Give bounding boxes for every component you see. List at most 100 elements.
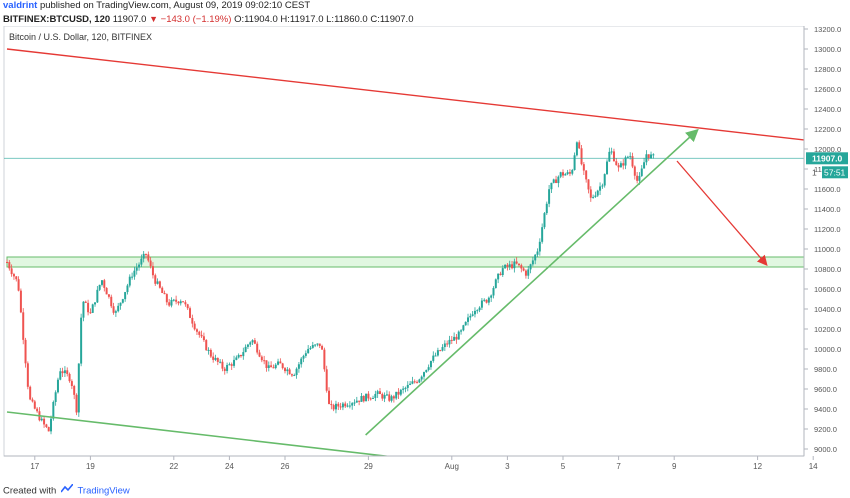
time-tick-label: 17 — [30, 462, 39, 471]
candle-body — [311, 345, 314, 348]
lower-support-trendline[interactable] — [6, 411, 393, 457]
candle-body — [337, 403, 340, 407]
candle-body — [321, 346, 324, 350]
candle-body — [258, 352, 261, 357]
candle-body — [378, 391, 381, 395]
candle-body — [98, 284, 101, 290]
candle-body — [418, 379, 421, 383]
candle-body — [112, 306, 115, 313]
candle-body — [172, 299, 175, 301]
candle-body — [568, 172, 571, 174]
candle-body — [314, 344, 317, 346]
candle-body — [476, 310, 479, 312]
time-tick-label: Aug — [445, 462, 459, 471]
candle-body — [124, 292, 127, 300]
candle-body — [624, 157, 627, 166]
time-tick-label: 22 — [169, 462, 178, 471]
candle-body — [469, 315, 472, 318]
candle-body — [233, 359, 236, 366]
time-tick-label: 26 — [281, 462, 290, 471]
candle-body — [358, 400, 361, 402]
candle-body — [557, 176, 560, 184]
candle-body — [24, 339, 27, 364]
candle-body — [244, 346, 247, 353]
candle-body — [531, 260, 534, 265]
candle-body — [80, 317, 83, 364]
time-axis[interactable]: 17 19 22 24 26 29 Aug 3 5 7 9 12 14 — [4, 455, 818, 471]
candle-body — [70, 381, 73, 386]
candle-body — [501, 268, 504, 276]
candle-body — [524, 270, 527, 276]
candle-body — [297, 364, 300, 369]
candle-body — [339, 406, 342, 408]
candle-body — [529, 264, 532, 270]
author-link[interactable]: valdrint — [3, 0, 38, 11]
candle-body — [140, 258, 143, 265]
candle-body — [346, 405, 349, 407]
candle-body — [425, 369, 428, 373]
candle-body — [455, 336, 458, 340]
candle-body — [559, 172, 562, 177]
candle-body — [135, 267, 138, 271]
candle-body — [541, 227, 544, 242]
candle-body — [589, 189, 592, 198]
ascending-support-trendline[interactable] — [365, 128, 699, 436]
candle-body — [179, 301, 182, 304]
candle-body — [307, 348, 310, 354]
candle-body — [43, 418, 46, 425]
candle-body — [246, 344, 249, 347]
candle-body — [508, 264, 511, 267]
candle-body — [59, 371, 62, 380]
candle-body — [369, 398, 372, 400]
candle-body — [580, 148, 583, 165]
candle-body — [334, 403, 337, 410]
candle-body — [504, 264, 507, 269]
candle-body — [209, 349, 212, 357]
candle-body — [492, 288, 495, 296]
price-tick-label: 12600.0 — [814, 85, 841, 94]
price-change: −143.0 (−1.19%) — [160, 14, 232, 25]
candle-body — [147, 254, 150, 261]
candle-body — [235, 357, 238, 360]
candle-body — [545, 203, 548, 214]
candle-body — [189, 308, 192, 318]
chart-header: valdrint published on TradingView.com, A… — [0, 0, 850, 26]
candle-body — [29, 386, 32, 400]
candle-body — [84, 301, 87, 303]
candle-body — [253, 340, 256, 344]
candle-body — [117, 305, 120, 312]
candle-body — [436, 350, 439, 356]
candle-body — [96, 289, 99, 303]
candle-body — [619, 163, 622, 168]
candle-body — [212, 356, 215, 360]
chart-area[interactable]: Bitcoin / U.S. Dollar, 120, BITFINEX 900… — [0, 26, 850, 483]
candle-body — [265, 360, 268, 368]
candle-body — [353, 402, 356, 404]
tradingview-brand-link[interactable]: TradingView — [77, 485, 130, 497]
candle-body — [223, 368, 226, 371]
symbol-info: BITFINEX:BTCUSD, 120 11907.0 ▼ −143.0 (−… — [3, 13, 413, 26]
candle-body — [293, 375, 296, 377]
candle-body — [295, 368, 298, 376]
candle-body — [494, 279, 497, 289]
price-tick-label: 11000.0 — [814, 245, 841, 254]
candle-body — [66, 370, 69, 374]
candle-body — [54, 392, 57, 402]
candle-body — [177, 301, 180, 304]
candle-body — [221, 361, 224, 369]
candle-body — [274, 364, 277, 369]
price-axis[interactable]: 9000.0 9200.0 9400.0 9600.0 9800.0 10000.0 102… — [803, 26, 841, 456]
price-tick-label: 9400.0 — [814, 405, 837, 414]
candle-body — [175, 299, 178, 302]
resistance-trendline[interactable] — [6, 48, 813, 141]
candle-body — [423, 372, 425, 377]
price-tick-label: 10200.0 — [814, 325, 841, 334]
price-tick-label: 13200.0 — [814, 26, 841, 34]
projection-arrow[interactable] — [676, 160, 768, 266]
candle-body — [552, 179, 555, 183]
candle-body — [184, 302, 187, 305]
down-arrow-icon: ▼ — [149, 14, 158, 24]
candle-body — [617, 165, 620, 168]
candle-body — [473, 310, 476, 315]
price-tick-label: 11200.0 — [814, 225, 841, 234]
